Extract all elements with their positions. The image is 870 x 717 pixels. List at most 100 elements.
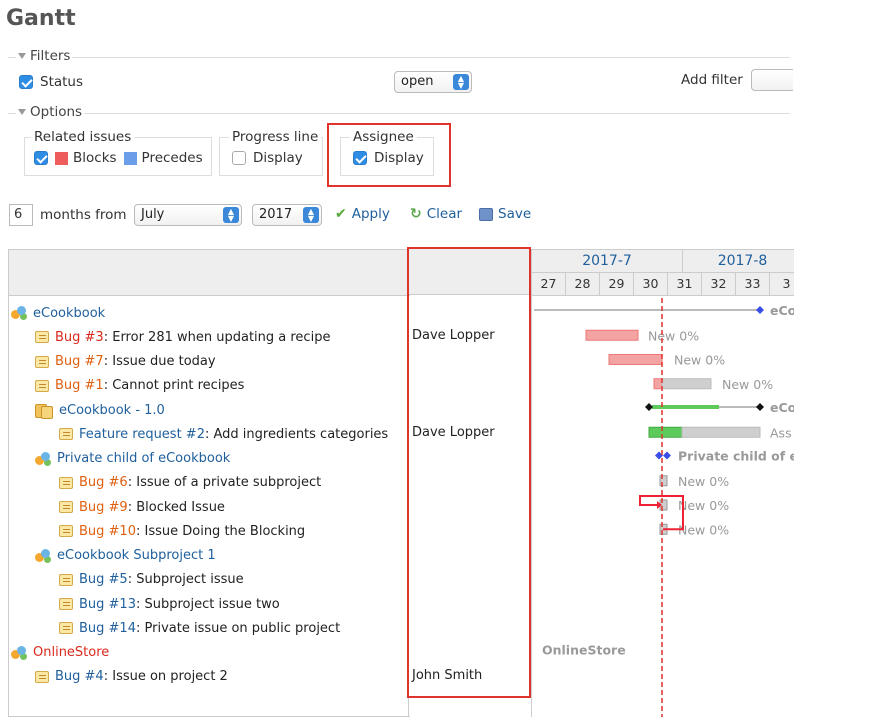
status-filter-checkbox[interactable]	[19, 75, 33, 89]
progress-line-legend: Progress line	[229, 129, 322, 145]
week-header: 32	[702, 273, 736, 296]
issue-bar-label: New 0%	[648, 328, 699, 343]
blocks-relation-line	[639, 495, 684, 531]
gantt-chart: 2017-7 2017-8 27 28 29 30 31 32 33 3 eCo New 0% N…	[532, 249, 794, 717]
issue-bar	[681, 426, 761, 438]
project-link[interactable]: OnlineStore	[33, 645, 110, 660]
progress-line-display-label: Display	[253, 150, 303, 166]
gantt-issue-row: Bug #4: Issue on project 2	[9, 665, 228, 689]
issue-link[interactable]: Bug #1	[55, 378, 104, 394]
issue-bar-label: New 0%	[674, 353, 725, 368]
week-header: 31	[668, 273, 702, 296]
project-icon	[35, 451, 51, 466]
related-issues-checkbox[interactable]	[34, 151, 48, 165]
issue-icon	[35, 355, 49, 368]
gantt-issue-row: Feature request #2: Add ingredients cate…	[9, 422, 388, 446]
issue-bar-label: Ass	[770, 425, 792, 440]
project-icon	[11, 645, 27, 660]
issue-link[interactable]: Bug #5	[79, 572, 128, 588]
issue-link[interactable]: Bug #6	[79, 475, 128, 491]
months-from-label: months from	[40, 207, 127, 223]
gantt-project-row: OnlineStore	[9, 641, 109, 665]
collapse-arrow-icon	[18, 53, 26, 59]
progress-line-checkbox[interactable]	[232, 151, 246, 165]
issue-subject: : Blocked Issue	[127, 499, 225, 515]
reload-icon: ↻	[410, 206, 422, 222]
issue-icon	[35, 379, 49, 392]
page-title: Gantt	[6, 6, 76, 31]
issue-link[interactable]: Feature request #2	[79, 426, 205, 442]
blocks-label: Blocks	[73, 150, 117, 166]
filters-toggle[interactable]: Filters	[16, 48, 73, 64]
week-header: 30	[634, 273, 668, 296]
issue-bar-label: New 0%	[678, 522, 729, 537]
project-end-marker	[663, 451, 671, 460]
month-select[interactable]: July ▲ ▼	[134, 204, 242, 226]
filters-divider	[8, 57, 790, 58]
issue-subject: : Subproject issue two	[135, 596, 280, 612]
version-link[interactable]: eCookbook - 1.0	[59, 402, 165, 418]
issue-link[interactable]: Bug #9	[79, 499, 128, 515]
gantt-issue-row: Bug #9: Blocked Issue	[9, 495, 225, 519]
related-issues-options: Blocks Precedes	[34, 150, 203, 166]
options-legend: Options	[30, 104, 83, 120]
assignee-option: Display	[353, 150, 424, 166]
checkmark-icon: ✔	[335, 206, 347, 222]
version-end-marker	[756, 403, 764, 411]
version-start-marker	[645, 403, 653, 411]
gantt-issue-row: Bug #1: Cannot print recipes	[9, 374, 244, 398]
save-link[interactable]: Save	[479, 206, 531, 222]
issue-bar-label: New 0%	[678, 474, 729, 489]
assignee-display-checkbox[interactable]	[353, 151, 367, 165]
issue-icon	[35, 670, 49, 683]
issue-bar	[585, 329, 639, 341]
progress-line-option: Display	[232, 150, 303, 166]
gantt-subjects-header	[9, 250, 410, 296]
issue-subject: : Issue due today	[103, 354, 216, 369]
gantt-bars: eCo New 0% New 0% New 0% eCo Ass Private child…	[534, 296, 794, 717]
months-input[interactable]: 6	[9, 204, 33, 226]
issue-bar	[608, 354, 663, 365]
status-operator-select[interactable]: open ▲ ▼	[394, 71, 472, 93]
issue-link[interactable]: Bug #7	[55, 354, 104, 369]
clear-link[interactable]: ↻ Clear	[410, 206, 463, 222]
issue-subject: : Subproject issue	[127, 572, 244, 588]
options-divider	[8, 113, 790, 114]
status-filter: Status	[19, 74, 83, 90]
issue-bar	[659, 475, 668, 487]
save-icon	[479, 207, 493, 221]
issue-icon	[59, 598, 73, 610]
issue-icon	[35, 331, 49, 344]
assignee-display-label: Display	[374, 150, 424, 166]
issue-subject: : Error 281 when updating a recipe	[103, 329, 331, 345]
issue-link[interactable]: Bug #13	[79, 596, 136, 612]
project-icon	[11, 306, 27, 320]
version-progress	[652, 405, 719, 409]
options-toggle[interactable]: Options	[16, 104, 85, 120]
add-filter-select[interactable]	[751, 69, 793, 91]
filters-legend: Filters	[30, 48, 71, 64]
apply-link[interactable]: ✔ Apply	[335, 206, 390, 222]
year-select[interactable]: 2017 ▲ ▼	[252, 204, 322, 226]
gantt-project-row: eCookbook Subproject 1	[9, 544, 216, 568]
status-filter-label: Status	[40, 74, 84, 90]
precedes-color-swatch	[123, 151, 137, 165]
project-link[interactable]: Private child of eCookbook	[57, 451, 231, 466]
gantt-issue-row: Bug #5: Subproject issue	[9, 568, 244, 592]
issue-link[interactable]: Bug #4	[55, 669, 104, 685]
issue-bar	[653, 378, 663, 390]
gantt-assignee-header	[409, 249, 531, 295]
blocks-color-swatch	[55, 151, 68, 165]
issue-bar-label: New 0%	[678, 498, 729, 513]
issue-subject: : Issue of a private subproject	[127, 475, 322, 491]
project-link[interactable]: eCookbook Subproject 1	[57, 548, 216, 563]
issue-subject: : Issue Doing the Blocking	[135, 523, 306, 539]
gantt-issue-row: Bug #14: Private issue on public project	[9, 616, 340, 640]
project-link[interactable]: eCookbook	[33, 305, 106, 321]
week-header: 3	[770, 273, 794, 296]
issue-link[interactable]: Bug #3	[55, 329, 104, 345]
project-bar-label: eCo	[770, 303, 794, 318]
gantt-project-row: Private child of eCookbook	[9, 447, 230, 471]
issue-link[interactable]: Bug #10	[79, 523, 136, 539]
issue-link[interactable]: Bug #14	[79, 620, 136, 636]
